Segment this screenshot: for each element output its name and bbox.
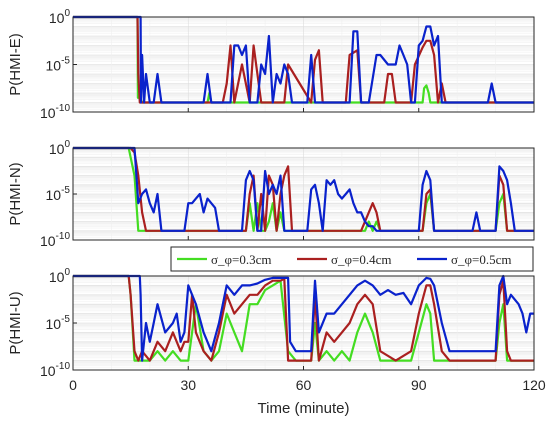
y-axis-label: P(HMI-U) <box>7 291 24 354</box>
series-line-3 <box>73 274 534 362</box>
series-line-3 <box>73 146 534 232</box>
x-tick-label: 120 <box>522 377 546 393</box>
panel-1: 100 10-5 10-10 P(HMI-E) <box>7 8 535 121</box>
y-tick-label: 10-10 <box>40 231 70 249</box>
x-tick-label: 0 <box>69 377 77 393</box>
legend: σ_φ=0.3cm σ_φ=0.4cm σ_φ=0.5cm <box>170 246 534 272</box>
y-tick-label: 10-10 <box>40 361 70 379</box>
panel-3: 100 10-5 10-10 P(HMI-U) <box>7 267 535 379</box>
y-tick-label: 10-5 <box>46 185 71 203</box>
panel-2: 100 10-5 10-10 P(HMI-N) <box>7 139 535 249</box>
y-tick-label: 100 <box>49 267 71 285</box>
y-tick-label: 100 <box>49 8 71 26</box>
y-axis-label: P(HMI-E) <box>7 33 24 96</box>
legend-box <box>170 246 534 272</box>
x-axis-label: Time (minute) <box>258 400 350 417</box>
grid <box>72 276 535 371</box>
x-tick-label: 60 <box>296 377 312 393</box>
y-tick-label: 10-5 <box>46 314 71 332</box>
legend-label: σ_φ=0.5cm <box>451 252 511 267</box>
x-tick-label: 30 <box>180 377 196 393</box>
y-tick-label: 10-5 <box>46 56 71 74</box>
y-tick-label: 100 <box>49 139 71 157</box>
y-axis-label: P(HMI-N) <box>7 162 24 225</box>
legend-label: σ_φ=0.3cm <box>211 252 271 267</box>
x-tick-label: 90 <box>411 377 427 393</box>
y-tick-label: 10-10 <box>40 103 70 121</box>
legend-label: σ_φ=0.4cm <box>331 252 391 267</box>
series-line-3 <box>73 15 534 104</box>
